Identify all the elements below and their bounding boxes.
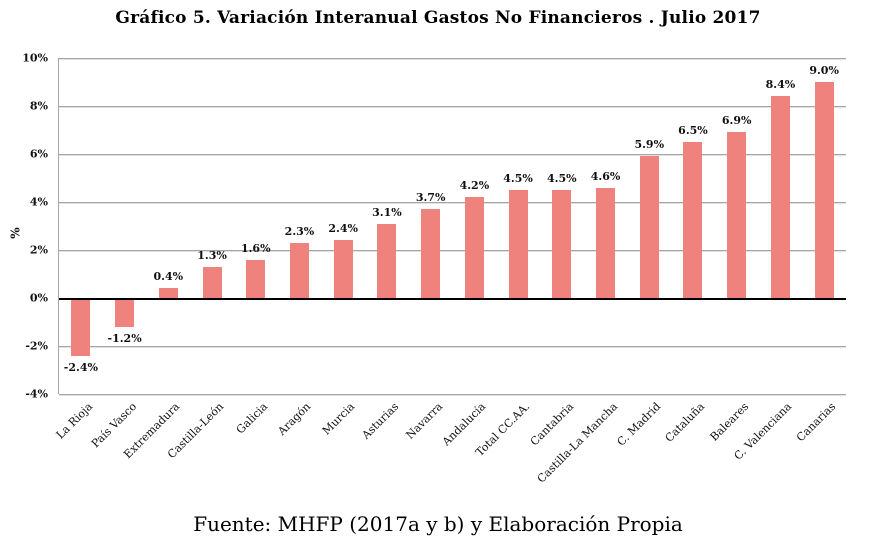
gridline: [59, 154, 846, 155]
bar-value-label: 2.4%: [328, 222, 358, 236]
x-category-label: Aragón: [275, 400, 314, 438]
bar-value-label: 4.5%: [503, 172, 533, 185]
bar: [552, 190, 572, 298]
bar: [508, 190, 528, 298]
x-category-label: Castilla-León: [165, 400, 227, 462]
bar: [71, 300, 91, 356]
bar-value-label: 4.6%: [590, 169, 621, 183]
gridline: [59, 346, 846, 347]
gridline: [59, 58, 846, 59]
bar: [333, 240, 353, 298]
x-category-label: C. Madrid: [614, 400, 664, 449]
bar: [377, 223, 397, 298]
bar-value-label: 1.3%: [197, 248, 227, 262]
bar: [727, 132, 747, 298]
bar-value-label: 6.5%: [678, 124, 708, 137]
bar-value-label: 3.7%: [415, 191, 446, 205]
x-category-label: Baleares: [707, 400, 751, 444]
bar: [246, 259, 266, 298]
bar: [596, 187, 616, 298]
x-category-label: La Rioja: [53, 400, 96, 442]
x-category-label: Castilla-La Mancha: [534, 400, 620, 486]
y-tick-label: 4%: [29, 195, 48, 209]
bar-value-label: 2.3%: [284, 224, 315, 238]
bar: [421, 209, 441, 298]
zero-line: [59, 298, 846, 300]
x-category-label: Total CC.AA.: [473, 400, 533, 459]
source-caption: Fuente: MHFP (2017a y b) y Elaboración P…: [193, 512, 683, 536]
bar-value-label: 0.4%: [153, 270, 184, 284]
x-category-label: Extremadura: [121, 400, 183, 462]
x-category-label: Galicia: [233, 400, 270, 437]
bar-value-label: 3.1%: [372, 205, 402, 219]
x-category-label: Andalucía: [440, 400, 489, 449]
gridline: [59, 394, 846, 395]
x-category-label: Navarra: [403, 400, 445, 442]
bar-value-label: 4.5%: [547, 172, 577, 185]
bar-value-label: 6.9%: [721, 114, 752, 128]
bar: [770, 96, 790, 298]
bar-value-label: 1.6%: [240, 241, 271, 255]
bar-value-label: -1.2%: [107, 331, 142, 345]
chart-title: Gráfico 5. Variación Interanual Gastos N…: [115, 8, 761, 28]
bar: [202, 266, 222, 298]
bar-value-label: 9.0%: [809, 64, 839, 77]
y-tick-label: 6%: [29, 147, 48, 161]
bar: [115, 300, 135, 327]
x-category-label: País Vasco: [88, 400, 139, 451]
y-tick-label: -4%: [25, 387, 48, 401]
bar-value-label: 8.4%: [765, 78, 796, 92]
plot-area: -2.4% -1.2% 0.4% 1.3% 1.6% 2.3% 2.4% 3.1% 3.7% 4.…: [58, 58, 846, 395]
gridline: [59, 202, 846, 203]
bar: [158, 288, 178, 298]
y-tick-label: 8%: [29, 99, 48, 113]
x-category-label: Cataluña: [662, 400, 708, 445]
x-category-label: Cantabria: [527, 400, 577, 449]
bar: [639, 156, 659, 298]
bar: [814, 82, 834, 298]
bar-value-label: -2.4%: [63, 360, 98, 374]
x-category-label: Canarias: [794, 400, 839, 445]
y-tick-label: 0%: [29, 291, 48, 305]
gridline: [59, 250, 846, 251]
bar: [289, 242, 309, 298]
bar: [683, 142, 703, 298]
y-tick-label: 2%: [29, 243, 48, 257]
x-category-label: C. Valenciana: [732, 400, 795, 463]
bar-value-label: 4.2%: [459, 179, 490, 193]
y-tick-label: -2%: [25, 339, 48, 353]
y-axis: 10% 8% 6% 4% 2% 0% -2% -4%: [0, 52, 52, 401]
bar: [464, 197, 484, 298]
bar-value-label: 5.9%: [634, 138, 665, 152]
gridline: [59, 106, 846, 107]
x-category-label: Murcia: [320, 400, 358, 438]
y-tick-label: 10%: [22, 51, 48, 65]
x-category-label: Asturias: [359, 400, 402, 442]
